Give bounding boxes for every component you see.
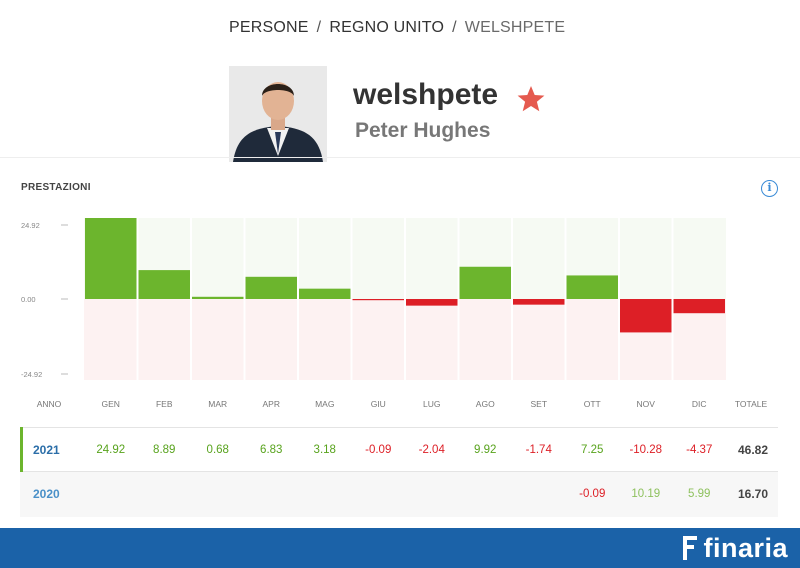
breadcrumb-persone[interactable]: PERSONE <box>229 19 309 36</box>
bar-mag <box>299 288 351 299</box>
column-header-mag: MAG <box>315 399 334 409</box>
row-total: 16.70 <box>737 487 768 501</box>
column-header-dic: DIC <box>692 399 707 409</box>
stats-table: 2021 46.82 24.92 8.89 0.68 6.83 3.18 -0.09 -2.… <box>20 427 778 517</box>
table-cell: -0.09 <box>365 444 392 456</box>
column-header-mar: MAR <box>208 399 227 409</box>
y-tick-label: 0.00 <box>21 295 36 304</box>
table-cell: -1.74 <box>525 444 552 456</box>
finaria-logo-icon <box>683 536 698 560</box>
bar-gen <box>85 218 137 299</box>
star-icon[interactable] <box>516 85 546 113</box>
table-cell: 9.92 <box>474 444 497 456</box>
bar-dic <box>673 299 725 314</box>
table-row[interactable]: 2020 16.70 -0.09 10.19 5.99 <box>20 472 778 517</box>
real-name: Peter Hughes <box>355 119 491 142</box>
column-header-apr: APR <box>263 399 280 409</box>
column-header-total: TOTALE <box>735 399 768 409</box>
y-tick-label: 24.92 <box>21 221 40 230</box>
column-header-gen: GEN <box>102 399 120 409</box>
avatar-photo <box>229 66 327 162</box>
table-cell: -2.04 <box>418 444 445 456</box>
section-divider <box>0 157 800 158</box>
column-header-feb: FEB <box>156 399 173 409</box>
table-cell: 10.19 <box>631 488 661 500</box>
table-cell: -0.09 <box>579 488 606 500</box>
brand-name: finaria <box>703 532 788 563</box>
table-cell: 6.83 <box>260 444 283 456</box>
footer: finaria <box>0 528 800 568</box>
breadcrumb-regno-unito[interactable]: REGNO UNITO <box>329 19 445 36</box>
bar-apr <box>245 276 297 299</box>
table-cell: 3.18 <box>313 444 336 456</box>
breadcrumb-separator: / <box>452 19 457 36</box>
section-title: PRESTAZIONI <box>21 182 91 193</box>
column-header-year: ANNO <box>37 399 62 409</box>
bar-ago <box>459 266 511 299</box>
table-cell: -4.37 <box>686 444 713 456</box>
y-tick-label: -24.92 <box>21 370 42 379</box>
row-year[interactable]: 2020 <box>33 487 60 501</box>
row-accent <box>20 427 23 472</box>
table-cell: 7.25 <box>581 444 604 456</box>
table-cell: 24.92 <box>96 444 126 456</box>
column-header-set: SET <box>530 399 547 409</box>
column-header-ago: AGO <box>476 399 495 409</box>
breadcrumb-separator: / <box>316 19 322 36</box>
table-cell: 5.99 <box>688 488 711 500</box>
column-header-giu: GIU <box>371 399 386 409</box>
username: welshpete <box>353 78 499 111</box>
bar-lug <box>406 299 458 306</box>
table-cell: -10.28 <box>629 444 663 456</box>
row-year[interactable]: 2021 <box>33 443 60 457</box>
row-total: 46.82 <box>737 443 768 457</box>
bar-set <box>513 299 565 305</box>
avatar <box>229 66 327 162</box>
bar-giu <box>352 299 404 301</box>
info-icon[interactable]: i <box>761 180 778 197</box>
performance-chart: 24.92 0.00 -24.92 ANNO GEN FEB MAR APR MAG GIU LUG… <box>21 218 768 409</box>
bar-ott <box>566 275 618 299</box>
bar-nov <box>620 299 672 333</box>
column-header-ott: OTT <box>584 399 601 409</box>
table-row[interactable]: 2021 46.82 24.92 8.89 0.68 6.83 3.18 -0.09 -2.… <box>20 427 778 472</box>
finaria-logo[interactable]: finaria <box>683 532 788 564</box>
table-cell: 0.68 <box>206 444 229 456</box>
breadcrumb-current: WELSHPETE <box>464 19 566 36</box>
bar-feb <box>138 270 190 299</box>
column-header-lug: LUG <box>423 399 440 409</box>
breadcrumb: PERSONE / REGNO UNITO / WELSHPETE <box>229 19 565 37</box>
column-header-nov: NOV <box>637 399 656 409</box>
bar-mar <box>192 296 244 299</box>
table-cell: 8.89 <box>153 444 176 456</box>
